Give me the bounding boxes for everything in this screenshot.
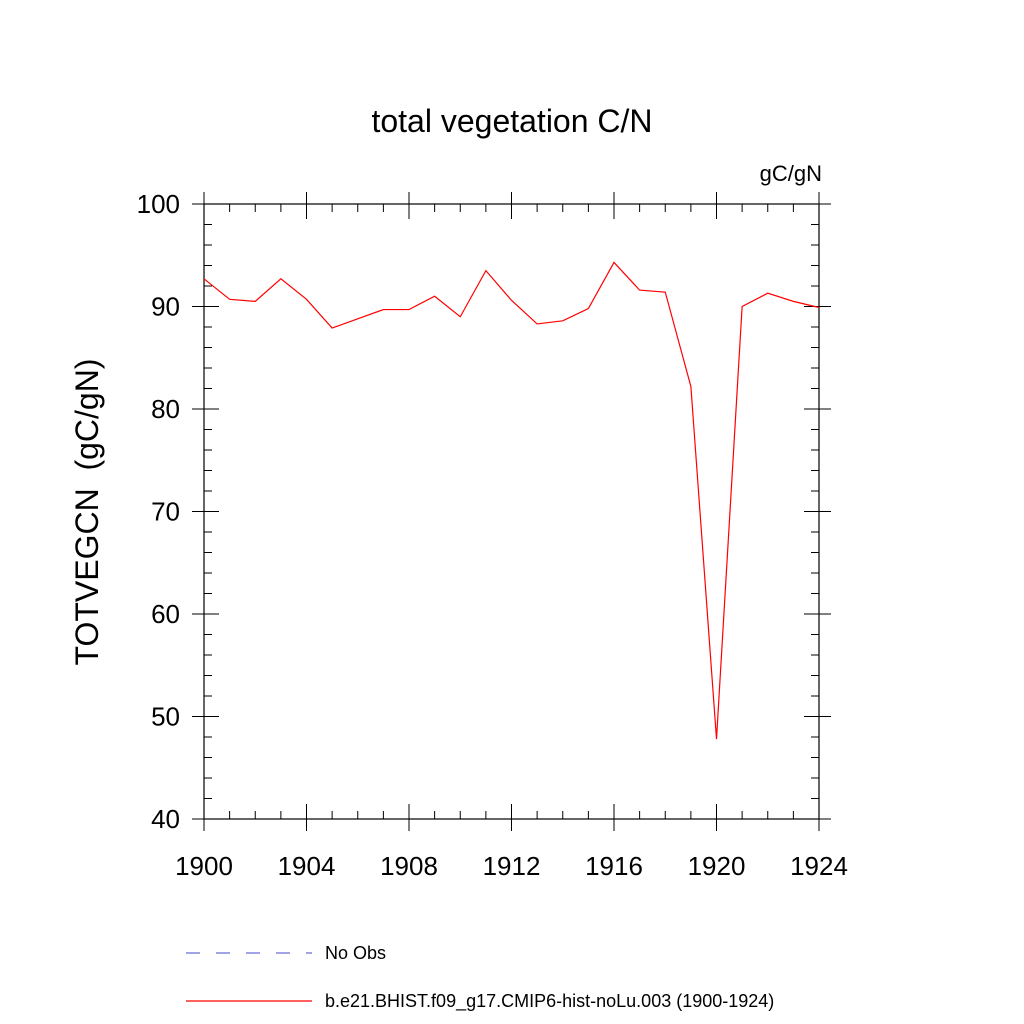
legend-label: b.e21.BHIST.f09_g17.CMIP6-hist-noLu.003 … (325, 991, 774, 1012)
y-tick-label: 40 (151, 804, 180, 834)
legend-label: No Obs (325, 943, 386, 963)
plot-frame (203, 203, 820, 820)
y-tick-label: 80 (151, 394, 180, 424)
series-line-1 (203, 261, 820, 740)
series-layer (203, 261, 820, 740)
legend: No Obs b.e21.BHIST.f09_g17.CMIP6-hist-noL… (186, 943, 774, 1012)
x-tick-label: 1920 (688, 851, 746, 881)
tick-labels: 1900 1904 1908 1912 1916 1920 1924 40 50 60 70 80 90… (137, 189, 848, 881)
y-axis-label: TOTVEGCN (gC/gN) (69, 359, 105, 666)
y-tick-label: 70 (151, 497, 180, 527)
x-tick-label: 1924 (790, 851, 848, 881)
y-tick-label: 50 (151, 702, 180, 732)
y-tick-label: 60 (151, 599, 180, 629)
x-tick-label: 1908 (380, 851, 438, 881)
units-label: gC/gN (760, 161, 822, 186)
axis-ticks (192, 192, 831, 831)
chart-title: total vegetation C/N (371, 103, 652, 139)
x-tick-label: 1900 (175, 851, 233, 881)
y-tick-label: 90 (151, 292, 180, 322)
x-tick-label: 1904 (278, 851, 336, 881)
x-tick-label: 1916 (585, 851, 643, 881)
x-tick-label: 1912 (483, 851, 541, 881)
y-tick-label: 100 (137, 189, 180, 219)
